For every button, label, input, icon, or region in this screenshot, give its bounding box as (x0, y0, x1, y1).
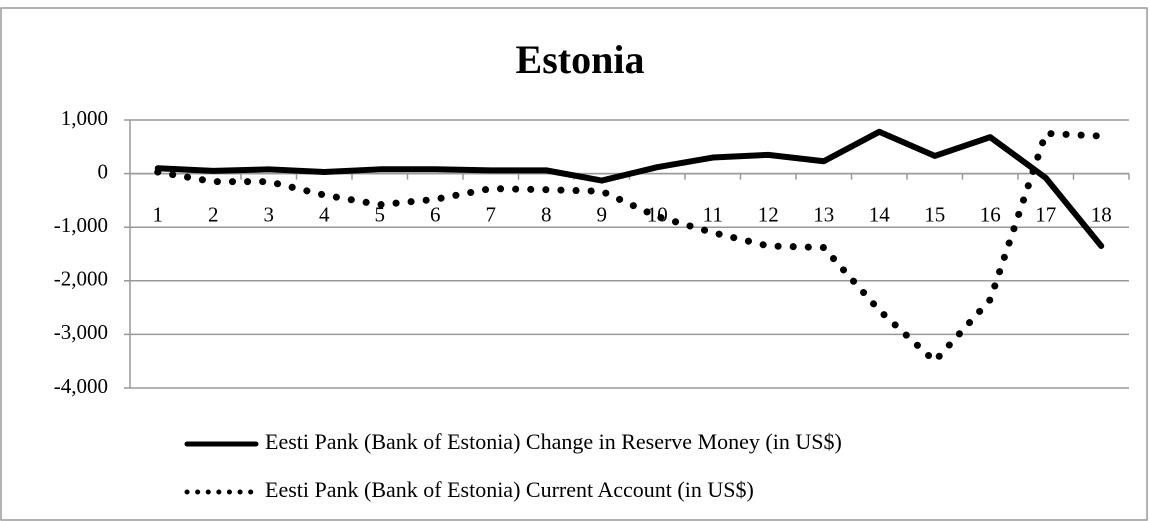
x-tick-label: 15 (924, 202, 945, 226)
chart-frame (0, 7, 1148, 521)
y-tick-label: 0 (98, 159, 109, 183)
x-tick-label: 13 (813, 202, 834, 226)
x-tick-label: 12 (758, 202, 779, 226)
x-tick-label: 4 (319, 202, 330, 226)
y-tick-label: -1,000 (54, 213, 108, 237)
x-tick-label: 3 (264, 202, 275, 226)
y-tick-label: -2,000 (54, 267, 108, 291)
x-tick-label: 9 (597, 202, 608, 226)
x-tick-label: 5 (375, 202, 386, 226)
x-tick-label: 17 (1035, 202, 1056, 226)
x-tick-label: 1 (153, 202, 164, 226)
series-line (154, 128, 1105, 249)
x-tick-label: 18 (1091, 202, 1112, 226)
x-tick-label: 10 (647, 202, 668, 226)
x-tick-label: 16 (980, 202, 1001, 226)
y-tick-label: 1,000 (61, 106, 108, 130)
y-tick-label: -4,000 (54, 374, 108, 398)
x-tick-label: 7 (486, 202, 497, 226)
chart-title: Estonia (516, 37, 645, 82)
x-tick-label: 2 (208, 202, 219, 226)
x-tick-label: 11 (703, 202, 723, 226)
x-tick-label: 14 (869, 202, 891, 226)
legend-label: Eesti Pank (Bank of Estonia) Current Acc… (265, 477, 754, 502)
legend-label: Eesti Pank (Bank of Estonia) Change in R… (265, 429, 842, 454)
x-tick-label: 8 (541, 202, 552, 226)
x-tick-label: 6 (430, 202, 441, 226)
y-tick-label: -3,000 (54, 320, 108, 344)
